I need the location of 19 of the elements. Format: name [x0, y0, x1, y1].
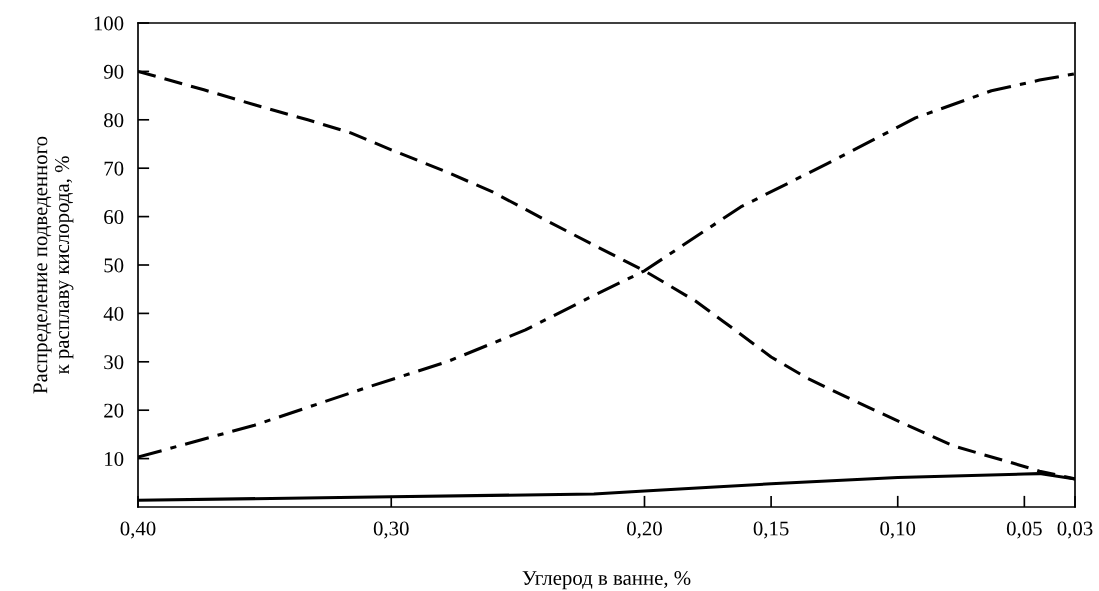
y-tick-label: 20 [104, 403, 124, 418]
y-tick-label: 80 [104, 113, 124, 128]
y-tick-label: 60 [104, 209, 124, 225]
y-axis-title: Распределение подведенного к расплаву кислорода, % [33, 136, 74, 394]
y-tick-label: 10 [105, 451, 124, 467]
y-tick-label: 70 [104, 161, 124, 176]
y-tick-label: 40 [103, 306, 124, 321]
x-tick-label: 0,30 [373, 521, 409, 539]
x-tick-label: 0,03 [1057, 521, 1093, 539]
x-tick-label: 0,15 [753, 521, 789, 539]
x-tick-label: 0,10 [880, 521, 916, 539]
x-tick-label: 0,05 [1006, 521, 1042, 539]
x-tick-label: 0,40 [120, 521, 156, 539]
x-axis-title: Углерод в ванне, % [522, 570, 691, 590]
y-tick-label: 50 [104, 258, 124, 273]
y-tick-label: 90 [103, 64, 124, 79]
y-tick-label: 100 [94, 16, 124, 31]
y-tick-label: 30 [104, 355, 124, 370]
x-tick-label: 0,20 [627, 521, 662, 539]
